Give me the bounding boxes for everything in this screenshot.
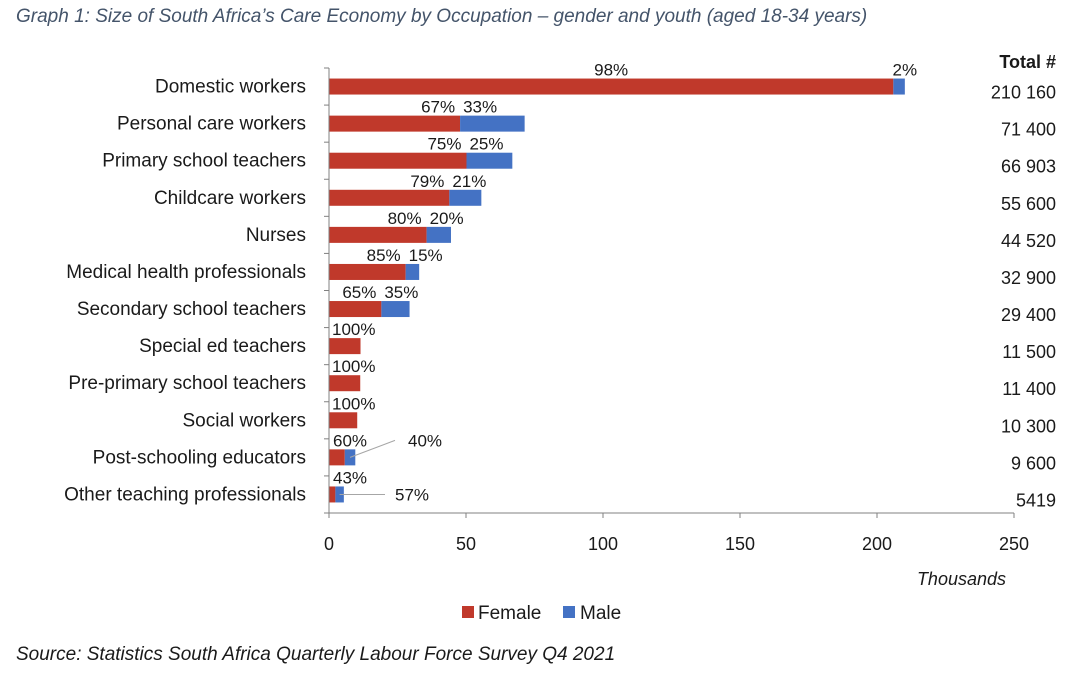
total-label: 71 400	[1001, 120, 1056, 140]
total-label: 55 600	[1001, 194, 1056, 214]
bar-female	[329, 301, 382, 318]
percent-label-female: 75%	[427, 135, 461, 154]
bars	[329, 78, 905, 503]
chart-title: Graph 1: Size of South Africa’s Care Eco…	[16, 6, 868, 27]
percent-label-male: 40%	[408, 431, 442, 450]
total-label: 32 900	[1001, 268, 1056, 288]
legend-female-label: Female	[478, 603, 541, 624]
bar-female	[329, 226, 427, 243]
percent-label-male: 57%	[395, 485, 429, 504]
bar-female	[329, 263, 406, 280]
bar-male	[449, 189, 482, 206]
legend: Female Male	[462, 603, 621, 624]
x-axis-label: Thousands	[917, 569, 1006, 589]
bar-male	[893, 78, 905, 95]
total-label: 11 400	[1002, 379, 1056, 399]
category-labels: Domestic workers Personal care workers Pri…	[64, 77, 306, 506]
category-label: Special ed teachers	[139, 336, 306, 357]
category-label: Social workers	[182, 410, 306, 431]
tick-marks: 0 50 100 150 200 250	[324, 67, 1029, 554]
total-label: 10 300	[1001, 416, 1056, 436]
category-label: Post-schooling educators	[93, 447, 306, 468]
percent-label-female: 79%	[410, 172, 444, 191]
bar-female	[329, 375, 361, 392]
bar-female	[329, 115, 461, 132]
totals-header: Total #	[999, 52, 1056, 72]
percent-label-female: 60%	[333, 431, 367, 450]
percent-label-female: 100%	[332, 394, 375, 413]
legend-female-swatch	[462, 606, 474, 618]
x-tick-label: 50	[456, 534, 476, 554]
bar-chart: 0 50 100 150 200 250 Domestic workers Personal…	[64, 52, 1056, 624]
percent-label-female: 67%	[421, 98, 455, 117]
bar-female	[329, 189, 450, 206]
percent-label-female: 85%	[367, 246, 401, 265]
percent-label-male: 2%	[893, 61, 918, 80]
bar-female	[329, 152, 467, 169]
percent-label-male: 25%	[469, 135, 503, 154]
percent-label-female: 43%	[333, 468, 367, 487]
bar-female	[329, 412, 358, 429]
total-labels: 210 160 71 400 66 903 55 600 44 520 32 900 29 …	[991, 83, 1056, 511]
category-label: Primary school teachers	[102, 151, 306, 172]
category-label: Secondary school teachers	[77, 299, 306, 320]
category-label: Medical health professionals	[66, 262, 306, 283]
category-label: Pre-primary school teachers	[68, 373, 306, 394]
bar-male	[381, 301, 410, 318]
bar-male	[426, 226, 451, 243]
percent-label-male: 21%	[452, 172, 486, 191]
x-tick-label: 200	[862, 534, 892, 554]
percent-label-female: 100%	[332, 357, 375, 376]
x-tick-label: 100	[588, 534, 618, 554]
source-note: Source: Statistics South Africa Quarterl…	[16, 644, 616, 665]
bar-female	[329, 449, 345, 466]
percent-label-female: 98%	[594, 61, 628, 80]
legend-male-label: Male	[580, 603, 621, 624]
legend-male-swatch	[563, 606, 575, 618]
percent-label-female: 65%	[342, 283, 376, 302]
bar-female	[329, 338, 361, 355]
percent-label-male: 20%	[430, 209, 464, 228]
category-label: Childcare workers	[154, 188, 306, 209]
total-label: 11 500	[1002, 342, 1056, 362]
percent-label-male: 35%	[384, 283, 418, 302]
label-leader-line	[349, 439, 396, 458]
category-label: Other teaching professionals	[64, 484, 306, 505]
x-tick-label: 0	[324, 534, 334, 554]
category-label: Personal care workers	[117, 114, 306, 135]
bar-male	[460, 115, 525, 132]
total-label: 66 903	[1001, 157, 1056, 177]
x-tick-label: 250	[999, 534, 1029, 554]
percent-label-male: 33%	[463, 98, 497, 117]
category-label: Domestic workers	[155, 77, 306, 98]
percent-label-female: 100%	[332, 320, 375, 339]
total-label: 29 400	[1001, 305, 1056, 325]
bar-male	[405, 263, 420, 280]
x-tick-label: 150	[725, 534, 755, 554]
percent-label-female: 80%	[388, 209, 422, 228]
bar-male	[466, 152, 513, 169]
total-label: 44 520	[1001, 231, 1056, 251]
bar-female	[329, 78, 894, 95]
total-label: 5419	[1016, 490, 1056, 510]
percent-labels: 98% 2% 67% 33%75% 25% 79% 21% 80% 20% 85% 15% 65% 35…	[332, 61, 917, 505]
total-label: 9 600	[1011, 453, 1056, 473]
total-label: 210 160	[991, 83, 1056, 103]
bar-female	[329, 486, 336, 503]
percent-label-male: 15%	[409, 246, 443, 265]
category-label: Nurses	[246, 225, 306, 246]
